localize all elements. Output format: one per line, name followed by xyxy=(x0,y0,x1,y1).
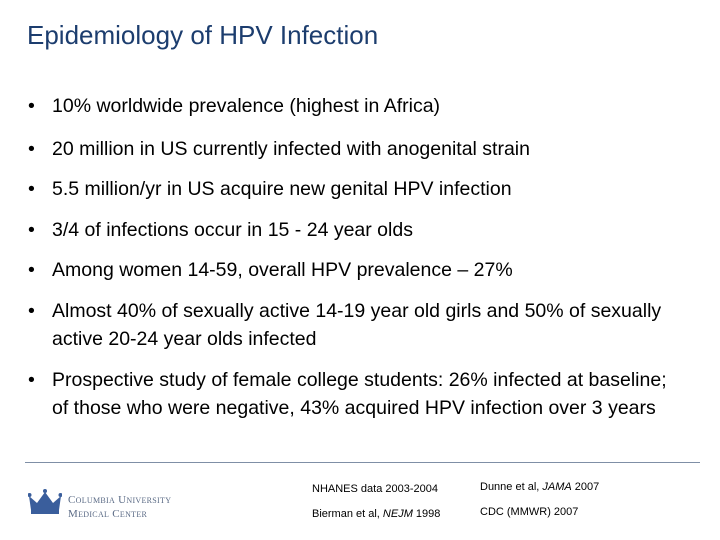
bullet-item: • 5.5 million/yr in US acquire new genita… xyxy=(28,175,688,203)
reference: CDC (MMWR) 2007 xyxy=(480,506,578,518)
bullet-text: Almost 40% of sexually active 14-19 year… xyxy=(52,300,662,350)
logo-text: Columbia University xyxy=(68,494,172,506)
bullet-item: • 3/4 of infections occur in 15 - 24 year… xyxy=(28,216,688,244)
reference-text: Bierman et al, xyxy=(312,508,383,520)
slide-title: Epidemiology of HPV Infection xyxy=(27,20,379,50)
bullet-dot: • xyxy=(28,138,35,160)
reference-text: 2007 xyxy=(571,481,600,493)
bullet-text: Prospective study of female college stud… xyxy=(52,369,667,419)
logo-text: Medical Center xyxy=(68,508,148,520)
bullet-dot: • xyxy=(28,259,35,281)
reference-text: NHANES data 2003-2004 xyxy=(312,483,438,495)
reference-text: Dunne et al, xyxy=(480,481,543,493)
reference-text: CDC (MMWR) 2007 xyxy=(480,506,579,518)
reference-text: 1998 xyxy=(412,508,441,520)
bullet-text: 10% worldwide prevalence (highest in Afr… xyxy=(52,95,441,117)
bullet-dot: • xyxy=(28,300,35,322)
bullet-item: • 10% worldwide prevalence (highest in Af… xyxy=(28,92,688,120)
bullet-item: • Among women 14-59, overall HPV prevalen… xyxy=(28,256,688,284)
bullet-text: Among women 14-59, overall HPV prevalenc… xyxy=(52,259,513,281)
reference-text: JAMA xyxy=(542,481,572,493)
reference: NHANES data 2003-2004 xyxy=(312,483,438,495)
bullet-text: 20 million in US currently infected with… xyxy=(52,138,530,160)
bullet-dot: • xyxy=(28,95,35,117)
bullet-dot: • xyxy=(28,219,35,241)
reference: Dunne et al, JAMA 2007 xyxy=(480,481,599,493)
bullet-item: • Prospective study of female college stu… xyxy=(28,366,688,422)
reference: Bierman et al, NEJM 1998 xyxy=(312,508,440,520)
bullet-dot: • xyxy=(28,369,35,391)
divider xyxy=(25,462,700,463)
crown-logo xyxy=(28,489,62,514)
bullet-item: • 20 million in US currently infected wit… xyxy=(28,135,688,163)
bullet-text: 5.5 million/yr in US acquire new genital… xyxy=(52,178,512,200)
bullet-item: • Almost 40% of sexually active 14-19 yea… xyxy=(28,297,688,353)
reference-text: NEJM xyxy=(382,508,413,520)
bullet-dot: • xyxy=(28,178,35,200)
bullet-text: 3/4 of infections occur in 15 - 24 year … xyxy=(52,219,413,241)
